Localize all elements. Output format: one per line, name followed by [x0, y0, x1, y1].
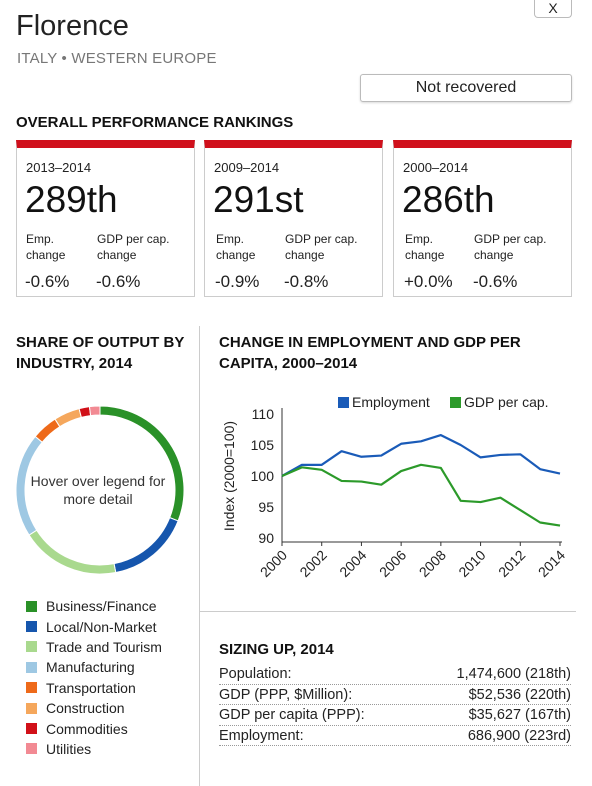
donut-slice-trade-and-tourism[interactable] — [28, 529, 117, 575]
legend-label: Construction — [46, 700, 125, 717]
close-button[interactable]: X — [534, 0, 572, 18]
legend-swatch — [450, 396, 461, 408]
legend-swatch — [26, 600, 37, 612]
rank-period: 2009–2014 — [214, 160, 280, 175]
industry-donut-chart — [15, 405, 185, 575]
gdp-change-value: -0.8% — [284, 272, 329, 291]
series-line-employment[interactable] — [281, 433, 561, 477]
legend-swatch — [26, 621, 37, 633]
sizing-row-gdp: GDP (PPP, $Million): $52,536 (220th) — [219, 685, 571, 705]
x-tick-label: 2000 — [257, 547, 290, 580]
sizing-row-employment: Employment: 686,900 (223rd) — [219, 726, 571, 746]
emp-change-label: Emp. change — [216, 232, 256, 262]
y-axis-label: Index (2000=100) — [221, 421, 237, 531]
legend-item-construction[interactable]: Construction — [26, 698, 162, 718]
rank-period: 2013–2014 — [26, 160, 92, 175]
donut-slice-local-non-market[interactable] — [113, 516, 179, 574]
x-tick-label: 2006 — [376, 547, 409, 580]
legend-employment[interactable]: Employment — [338, 394, 430, 410]
rank-card-2000-2014: 2000–2014 286th Emp. change GDP per cap. c… — [393, 140, 572, 297]
region-subtitle: ITALY • WESTERN EUROPE — [17, 50, 217, 67]
x-tick-label: 2002 — [296, 547, 329, 580]
legend-swatch — [26, 641, 37, 653]
emp-change-label: Emp. change — [26, 232, 66, 262]
industry-legend: Business/Finance Local/Non-Market Trade an… — [26, 596, 162, 759]
gdp-change-label: GDP per cap. change — [97, 232, 170, 262]
rank-value: 286th — [402, 179, 495, 220]
x-tick-label: 2008 — [416, 547, 449, 580]
legend-swatch — [26, 682, 37, 694]
legend-item-commodities[interactable]: Commodities — [26, 718, 162, 738]
legend-item-transportation[interactable]: Transportation — [26, 678, 162, 698]
x-tick-label: 2012 — [495, 547, 528, 580]
emp-change-value: -0.6% — [25, 272, 70, 291]
legend-item-manufacturing[interactable]: Manufacturing — [26, 657, 162, 677]
legend-swatch — [26, 661, 37, 673]
legend-label: Trade and Tourism — [46, 638, 162, 655]
emp-change-value: +0.0% — [404, 272, 453, 291]
emp-change-value: -0.9% — [215, 272, 260, 291]
legend-label: Employment — [352, 394, 430, 410]
legend-label: Commodities — [46, 720, 128, 737]
legend-swatch — [26, 702, 37, 714]
legend-swatch — [338, 396, 349, 408]
gdp-change-label: GDP per cap. change — [474, 232, 547, 262]
legend-gdp-per-cap[interactable]: GDP per cap. — [450, 394, 549, 410]
rankings-title: OVERALL PERFORMANCE RANKINGS — [16, 114, 294, 131]
rank-value: 289th — [25, 179, 118, 220]
legend-item-local-non-market[interactable]: Local/Non-Market — [26, 616, 162, 636]
donut-slice-utilities[interactable] — [88, 405, 101, 417]
donut-slice-commodities[interactable] — [78, 406, 92, 418]
legend-swatch — [26, 743, 37, 755]
y-tick-label: 100 — [251, 468, 275, 484]
legend-item-trade-and-tourism[interactable]: Trade and Tourism — [26, 637, 162, 657]
legend-label: Utilities — [46, 740, 92, 757]
city-title: Florence — [16, 10, 129, 42]
legend-label: Manufacturing — [46, 659, 135, 676]
gdp-change-value: -0.6% — [473, 272, 518, 291]
recovery-status-badge: Not recovered — [360, 74, 572, 102]
x-tick-label: 2004 — [336, 547, 369, 580]
legend-label: Local/Non-Market — [46, 618, 157, 635]
rank-period: 2000–2014 — [403, 160, 469, 175]
column-divider — [199, 326, 200, 786]
sizing-row-gdp-per-capita: GDP per capita (PPP): $35,627 (167th) — [219, 705, 571, 726]
legend-item-utilities[interactable]: Utilities — [26, 739, 162, 759]
sizing-row-population: Population: 1,474,600 (218th) — [219, 664, 571, 685]
sizing-table: Population: 1,474,600 (218th) GDP (PPP, $… — [219, 664, 571, 746]
gdp-change-label: GDP per cap. change — [285, 232, 358, 262]
rank-card-2013-2014: 2013–2014 289th Emp. change GDP per cap. c… — [16, 140, 195, 297]
gdp-change-value: -0.6% — [96, 272, 141, 291]
legend-swatch — [26, 723, 37, 735]
share-title: SHARE OF OUTPUT BY INDUSTRY, 2014 — [16, 334, 185, 372]
donut-slice-construction[interactable] — [54, 408, 82, 428]
series-line-gdp-per-cap[interactable] — [281, 463, 561, 527]
change-chart-title: CHANGE IN EMPLOYMENT AND GDP PER CAPITA,… — [219, 334, 521, 372]
legend-label: Transportation — [46, 679, 136, 696]
y-tick-label: 90 — [258, 530, 274, 546]
emp-change-label: Emp. change — [405, 232, 445, 262]
legend-label: Business/Finance — [46, 598, 157, 615]
x-tick-label: 2010 — [455, 547, 488, 580]
section-divider — [200, 611, 576, 612]
y-tick-label: 105 — [251, 437, 275, 453]
donut-hint: Hover over legend for more detail — [30, 473, 166, 507]
legend-item-business-finance[interactable]: Business/Finance — [26, 596, 162, 616]
x-tick-label: 2014 — [535, 547, 568, 580]
y-tick-label: 95 — [258, 499, 274, 515]
donut-slice-transportation[interactable] — [34, 418, 61, 443]
y-tick-label: 110 — [252, 406, 275, 422]
rank-card-2009-2014: 2009–2014 291st Emp. change GDP per cap. c… — [204, 140, 383, 297]
rank-value: 291st — [213, 179, 304, 220]
sizing-title: SIZING UP, 2014 — [219, 641, 334, 658]
legend-label: GDP per cap. — [464, 394, 549, 410]
